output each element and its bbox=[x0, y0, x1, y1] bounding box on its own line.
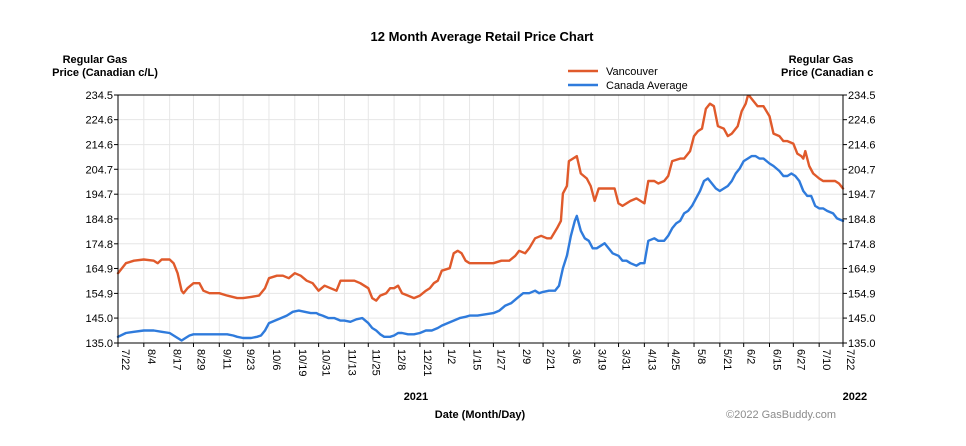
y-axis-title-left-line2: Price (Canadian c/L) bbox=[52, 67, 158, 79]
y-tick-label-right: 184.8 bbox=[848, 214, 876, 226]
x-tick-label: 2/21 bbox=[544, 349, 556, 370]
x-tick-label: 2/9 bbox=[520, 349, 532, 364]
series-line-vancouver bbox=[116, 94, 845, 302]
x-tick-label: 6/15 bbox=[771, 349, 783, 370]
y-tick-label-left: 194.7 bbox=[85, 189, 113, 201]
y-tick-label-right: 234.5 bbox=[848, 90, 876, 102]
y-tick-label-left: 214.6 bbox=[85, 140, 113, 152]
x-tick-label: 8/29 bbox=[194, 349, 206, 370]
y-tick-label-left: 164.9 bbox=[85, 263, 113, 275]
x-tick-label: 10/19 bbox=[296, 349, 308, 377]
y-tick-label-right: 204.7 bbox=[848, 164, 876, 176]
x-tick-label: 6/27 bbox=[794, 349, 806, 370]
y-tick-label-left: 154.9 bbox=[85, 288, 113, 300]
gridlines bbox=[117, 94, 844, 344]
y-axis-title-right-line1: Regular Gas bbox=[789, 54, 854, 66]
x-tick-label: 11/13 bbox=[345, 349, 357, 376]
x-tick-label: 6/2 bbox=[745, 349, 757, 364]
x-tick-label: 1/15 bbox=[471, 349, 483, 370]
y-tick-label-left: 234.5 bbox=[85, 90, 113, 102]
x-tick-label: 5/21 bbox=[721, 349, 733, 370]
x-tick-label: 12/8 bbox=[395, 349, 407, 370]
x-tick-label: 11/25 bbox=[369, 349, 381, 376]
x-axis-title: Date (Month/Day) bbox=[435, 409, 526, 421]
y-tick-label-left: 184.8 bbox=[85, 214, 113, 226]
x-tick-label: 7/22 bbox=[844, 349, 856, 370]
y-tick-label-left: 174.8 bbox=[85, 239, 113, 251]
legend-label-canada-average: Canada Average bbox=[606, 80, 688, 92]
x-tick-label: 5/8 bbox=[695, 349, 707, 364]
series-lines bbox=[116, 94, 845, 342]
x-tick-label: 9/23 bbox=[244, 349, 256, 370]
x-tick-label: 10/6 bbox=[270, 349, 282, 370]
chart-title: 12 Month Average Retail Price Chart bbox=[371, 29, 595, 44]
x-tick-label: 1/27 bbox=[494, 349, 506, 370]
y-tick-label-left: 145.0 bbox=[85, 313, 113, 325]
year-label-2021: 2021 bbox=[404, 391, 428, 403]
year-label-2022: 2022 bbox=[843, 391, 867, 403]
y-tick-label-left: 204.7 bbox=[85, 164, 113, 176]
y-tick-label-right: 224.6 bbox=[848, 115, 876, 127]
x-tick-label: 8/4 bbox=[145, 349, 157, 364]
watermark: ©2022 GasBuddy.com bbox=[726, 409, 836, 421]
y-tick-label-left: 224.6 bbox=[85, 115, 113, 127]
legend: Vancouver Canada Average bbox=[568, 66, 688, 92]
x-tick-label: 7/10 bbox=[820, 349, 832, 370]
y-tick-label-right: 174.8 bbox=[848, 239, 876, 251]
x-tick-label: 1/2 bbox=[445, 349, 457, 364]
y-tick-label-right: 135.0 bbox=[848, 338, 876, 350]
x-tick-label: 4/25 bbox=[669, 349, 681, 370]
x-tick-label: 3/31 bbox=[620, 349, 632, 370]
x-tick-label: 4/13 bbox=[645, 349, 657, 370]
y-tick-label-right: 214.6 bbox=[848, 140, 876, 152]
y-axis-title-left-line1: Regular Gas bbox=[63, 54, 128, 66]
y-tick-label-right: 194.7 bbox=[848, 189, 876, 201]
y-tick-label-left: 135.0 bbox=[85, 338, 113, 350]
x-tick-label: 3/19 bbox=[596, 349, 608, 370]
series-line-canada-average bbox=[116, 154, 845, 342]
legend-label-vancouver: Vancouver bbox=[606, 66, 658, 78]
x-tick-label: 9/11 bbox=[220, 349, 232, 370]
axis-ticks: 135.0 135.0 145.0 145.0 154.9 154.9 164.9 164.9… bbox=[85, 90, 875, 403]
x-tick-label: 8/17 bbox=[171, 349, 183, 370]
y-tick-label-right: 145.0 bbox=[848, 313, 876, 325]
x-tick-label: 12/21 bbox=[421, 349, 433, 377]
y-axis-title-right-line2: Price (Canadian c bbox=[781, 67, 873, 79]
x-tick-label: 7/22 bbox=[119, 349, 131, 370]
y-tick-label-right: 164.9 bbox=[848, 263, 876, 275]
x-tick-label: 10/31 bbox=[320, 349, 332, 377]
x-tick-label: 3/6 bbox=[570, 349, 582, 364]
y-tick-label-right: 154.9 bbox=[848, 288, 876, 300]
